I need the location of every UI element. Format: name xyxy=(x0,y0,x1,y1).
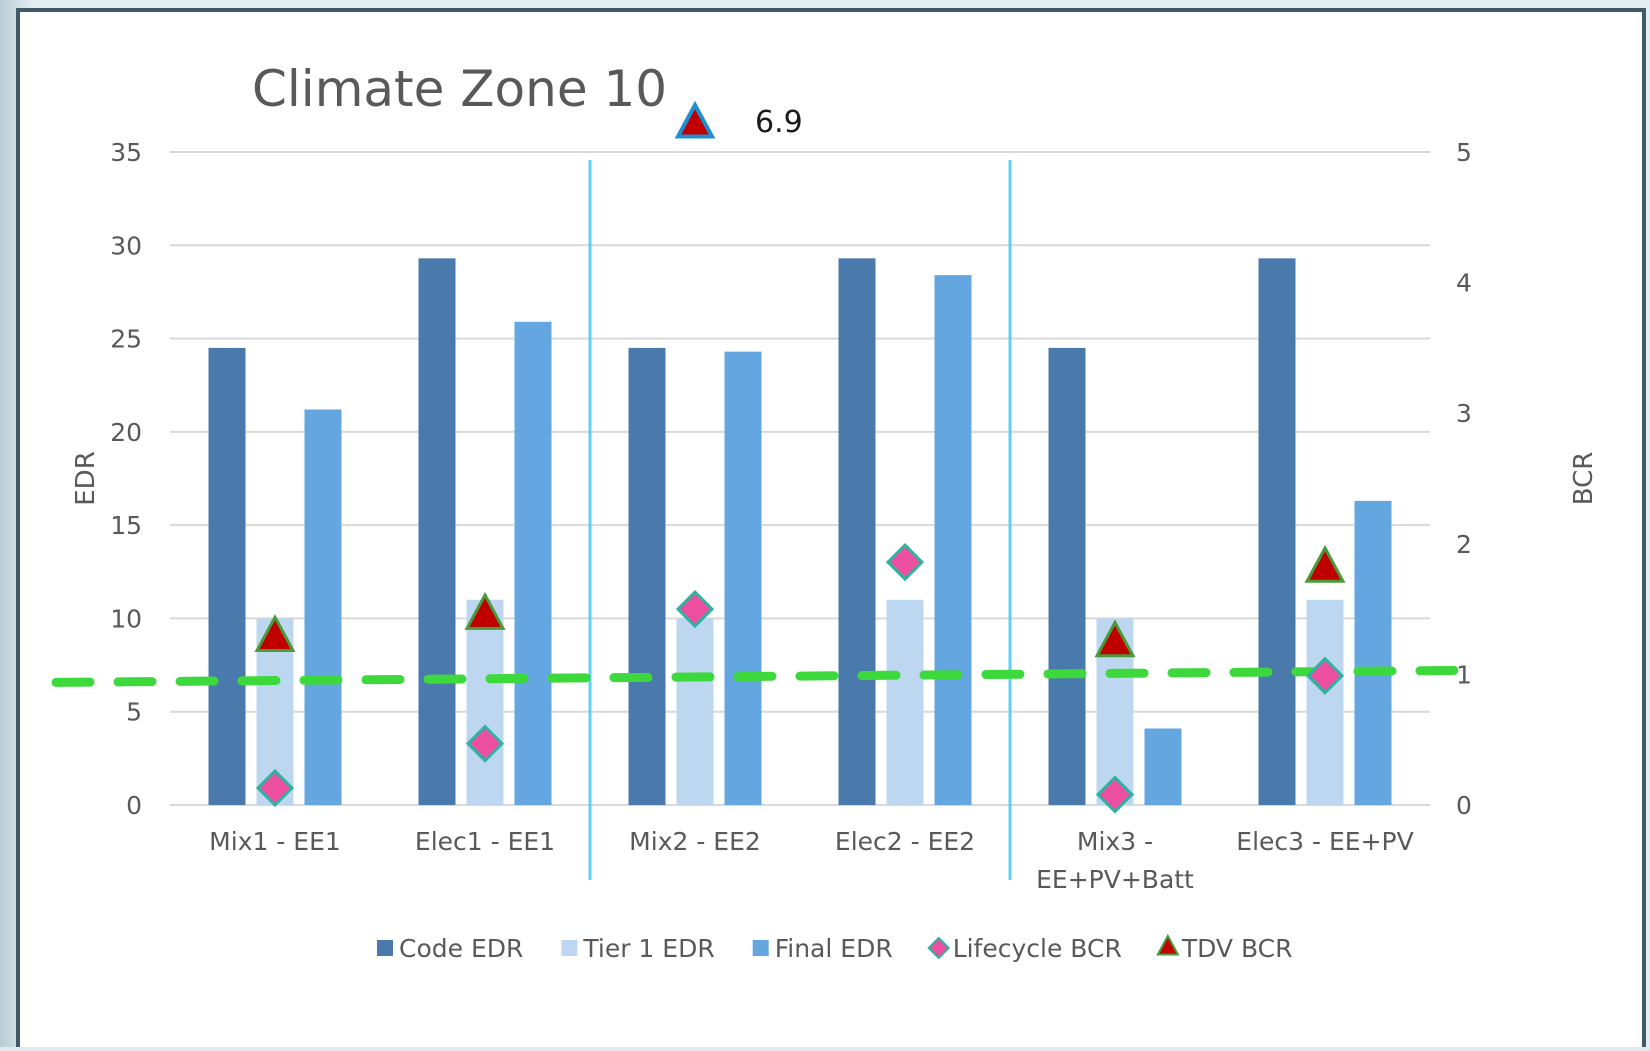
bar-code-edr xyxy=(628,347,666,805)
legend-swatch xyxy=(1156,933,1180,956)
axes: 0 5 10 15 20 25 30 35 0 1 2 3 4 5 EDR BCR Mix1 - EE1 Elec… xyxy=(71,138,1599,894)
tdv-bcr-marker xyxy=(1304,544,1346,583)
right-tick-label: 5 xyxy=(1456,138,1472,167)
lifecycle-bcr-marker xyxy=(255,768,295,808)
right-tick-label: 3 xyxy=(1456,399,1472,428)
legend-label: Final EDR xyxy=(775,934,893,963)
bar-tier-1-edr xyxy=(676,618,714,805)
markers xyxy=(254,542,1346,814)
chart-svg: 0 5 10 15 20 25 30 35 0 1 2 3 4 5 EDR BCR Mix1 - EE1 Elec… xyxy=(51,60,1599,963)
right-tick-label: 1 xyxy=(1456,660,1472,689)
lifecycle-bcr-marker xyxy=(1095,775,1135,814)
chart-title: Climate Zone 10 xyxy=(252,60,667,118)
legend-label: Tier 1 EDR xyxy=(582,934,714,963)
right-tick-label: 0 xyxy=(1456,791,1472,820)
lifecycle-bcr-marker xyxy=(1305,656,1345,695)
lifecycle-bcr-marker xyxy=(675,589,715,629)
off-scale-annotation: 6.9 xyxy=(674,100,803,140)
gridlines xyxy=(170,151,1430,806)
right-axis-title: BCR xyxy=(1569,452,1599,506)
bar-final-edr xyxy=(934,275,972,805)
reference-line-bcr-1 xyxy=(51,665,1470,687)
category-label: Mix3 - xyxy=(1077,827,1153,856)
bar-tier-1-edr xyxy=(1306,599,1344,805)
lifecycle-bcr-marker xyxy=(885,542,925,582)
legend-label: Code EDR xyxy=(399,934,523,963)
tdv-bcr-marker xyxy=(1094,619,1136,658)
lifecycle-bcr-marker xyxy=(465,724,505,763)
bar-code-edr xyxy=(1258,258,1296,805)
right-tick-label: 2 xyxy=(1456,530,1472,559)
tdv-bcr-marker xyxy=(254,614,296,653)
left-tick-label: 10 xyxy=(110,604,142,633)
legend-label: TDV BCR xyxy=(1181,934,1293,963)
category-label: EE+PV+Batt xyxy=(1036,865,1194,894)
bar-code-edr xyxy=(1048,347,1086,805)
legend: Code EDR Tier 1 EDR Final EDR Lifecycle BCR… xyxy=(377,933,1293,963)
left-axis-title: EDR xyxy=(71,451,101,506)
bars xyxy=(208,258,1392,805)
chart-card: 0 5 10 15 20 25 30 35 0 1 2 3 4 5 EDR BCR Mix1 - EE1 Elec… xyxy=(16,8,1646,1047)
legend-swatch xyxy=(377,940,393,956)
legend-swatch xyxy=(927,936,951,960)
category-label: Mix1 - EE1 xyxy=(209,827,341,856)
tdv-bcr-off-scale-marker xyxy=(674,100,716,139)
left-tick-label: 35 xyxy=(110,138,142,167)
bar-final-edr xyxy=(1144,728,1182,805)
left-tick-label: 0 xyxy=(126,791,142,820)
bar-tier-1-edr xyxy=(886,599,924,805)
category-label: Mix2 - EE2 xyxy=(629,827,761,856)
bar-final-edr xyxy=(1354,500,1392,805)
tdv-bcr-marker xyxy=(464,591,506,630)
bar-code-edr xyxy=(838,258,876,805)
left-tick-label: 20 xyxy=(110,418,142,447)
reference-line xyxy=(51,665,1470,687)
bar-code-edr xyxy=(418,258,456,805)
right-tick-label: 4 xyxy=(1456,269,1472,298)
bar-final-edr xyxy=(724,351,762,805)
legend-swatch xyxy=(561,940,578,956)
bar-final-edr xyxy=(514,321,552,805)
tdv-bcr-off-scale-label: 6.9 xyxy=(755,105,803,140)
left-tick-label: 5 xyxy=(126,698,142,727)
left-tick-label: 30 xyxy=(110,231,142,260)
bar-tier-1-edr xyxy=(466,599,504,805)
category-label: Elec1 - EE1 xyxy=(415,827,555,856)
legend-label: Lifecycle BCR xyxy=(953,934,1122,963)
bar-final-edr xyxy=(304,409,342,805)
group-dividers xyxy=(588,160,1012,880)
category-label: Elec2 - EE2 xyxy=(835,827,975,856)
category-label: Elec3 - EE+PV xyxy=(1236,827,1413,856)
left-tick-label: 15 xyxy=(110,511,142,540)
left-tick-label: 25 xyxy=(110,325,142,354)
bar-code-edr xyxy=(208,347,246,805)
legend-swatch xyxy=(752,940,769,956)
